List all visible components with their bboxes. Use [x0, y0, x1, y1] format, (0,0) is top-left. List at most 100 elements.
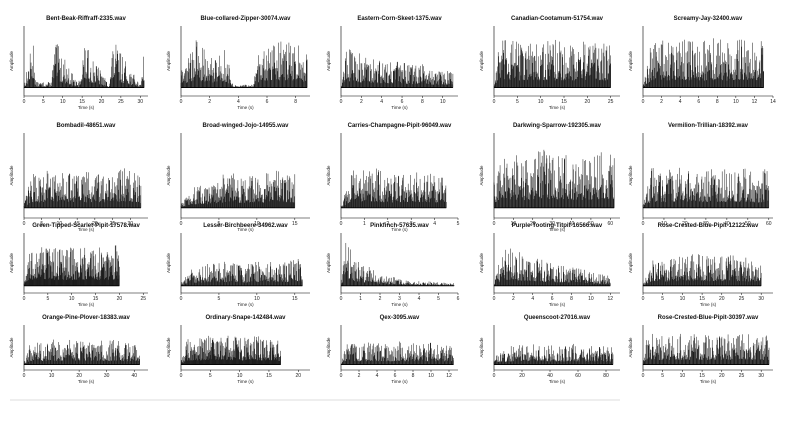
waveform-trace — [23, 168, 142, 208]
x-tick-label: 10 — [733, 99, 739, 105]
x-tick-label: 25 — [110, 221, 116, 227]
x-axis-label: Time (s) — [700, 302, 717, 307]
x-tick-label: 20 — [519, 373, 525, 379]
x-tick-label: 6 — [401, 99, 404, 105]
chart-title: Bombadil-48651.wav — [56, 123, 116, 129]
waveform-trace — [23, 44, 145, 88]
y-axis-label: Amplitude — [9, 337, 14, 358]
x-axis-label: Time (s) — [78, 227, 95, 232]
x-tick-label: 6 — [457, 296, 460, 302]
waveform-trace — [493, 149, 615, 208]
x-tick-label: 15 — [266, 373, 272, 379]
waveform-chart: Blue-collared-Zipper-30074.wav Amplitude 0… — [166, 16, 310, 110]
x-tick-label: 0 — [642, 99, 645, 105]
x-tick-label: 50 — [588, 221, 594, 227]
x-tick-label: 30 — [549, 221, 555, 227]
x-tick-label: 6 — [266, 99, 269, 105]
waveform-chart: Carries-Champagne-Pipit-96049.wav Amplitu… — [326, 123, 460, 232]
x-tick-label: 12 — [752, 99, 758, 105]
x-tick-label: 10 — [49, 373, 55, 379]
chart-title: Queenscoot-27016.wav — [524, 315, 591, 321]
x-tick-label: 12 — [608, 296, 614, 302]
x-tick-label: 8 — [412, 373, 415, 379]
x-tick-label: 10 — [254, 296, 260, 302]
x-tick-label: 10 — [60, 99, 66, 105]
waveform-trace — [180, 335, 281, 365]
waveform-trace — [493, 39, 611, 88]
chart-title: Purple-Tooting-Titpit-16566.wav — [512, 223, 603, 229]
chart-title: Carries-Champagne-Pipit-96049.wav — [348, 123, 452, 129]
x-tick-label: 5 — [218, 296, 221, 302]
chart-title: Bent-Beak-Riffraff-2335.wav — [46, 16, 126, 22]
x-tick-label: 30 — [137, 99, 143, 105]
x-tick-label: 30 — [703, 221, 709, 227]
chart-title: Eastern-Corn-Skeet-1375.wav — [357, 16, 442, 22]
x-tick-label: 15 — [79, 99, 85, 105]
x-axis-label: Time (s) — [549, 379, 566, 384]
waveform-trace — [340, 49, 454, 88]
x-axis-label: Time (s) — [549, 227, 566, 232]
x-tick-label: 4 — [433, 221, 436, 227]
y-axis-label: Amplitude — [628, 253, 633, 274]
x-tick-label: 25 — [739, 373, 745, 379]
x-tick-label: 8 — [716, 99, 719, 105]
x-tick-label: 20 — [92, 221, 98, 227]
y-axis-label: Amplitude — [628, 51, 633, 72]
x-axis-label: Time (s) — [237, 302, 254, 307]
chart-title: Rose-Crested-Blue-Pipit-12122.wav — [658, 223, 759, 229]
chart-title: Lesser-Birchbeere-34962.wav — [203, 223, 288, 229]
x-tick-label: 0 — [23, 373, 26, 379]
y-axis-label: Amplitude — [9, 165, 14, 186]
x-tick-label: 2 — [660, 99, 663, 105]
x-axis-label: Time (s) — [78, 302, 95, 307]
x-axis-label: Time (s) — [237, 227, 254, 232]
waveform-chart: Bombadil-48651.wav Amplitude 0 5 10 15 20 25 30 T… — [9, 123, 148, 232]
x-axis-label: Time (s) — [78, 379, 95, 384]
waveform-chart: Rose-Crested-Blue-Pipit-12122.wav Amplitu… — [628, 223, 773, 307]
x-tick-label: 40 — [724, 221, 730, 227]
x-tick-label: 0 — [23, 99, 26, 105]
x-tick-label: 0 — [642, 296, 645, 302]
x-tick-label: 2 — [386, 221, 389, 227]
x-tick-label: 15 — [93, 296, 99, 302]
x-tick-label: 3 — [410, 221, 413, 227]
x-tick-label: 2 — [208, 99, 211, 105]
y-axis-label: Amplitude — [326, 337, 331, 358]
waveform-chart: Eastern-Corn-Skeet-1375.wav Amplitude 0 2 4 6… — [326, 16, 458, 110]
x-tick-label: 8 — [421, 99, 424, 105]
x-tick-label: 30 — [104, 373, 110, 379]
x-tick-label: 0 — [340, 221, 343, 227]
waveform-trace — [340, 168, 447, 208]
x-tick-label: 30 — [758, 373, 764, 379]
x-tick-label: 5 — [46, 296, 49, 302]
waveform-chart: Orange-Pine-Plover-18383.wav Amplitude 0 10… — [9, 315, 148, 384]
x-tick-label: 10 — [588, 296, 594, 302]
x-tick-label: 60 — [608, 221, 614, 227]
x-tick-label: 2 — [358, 373, 361, 379]
x-tick-label: 15 — [292, 221, 298, 227]
x-tick-label: 5 — [40, 221, 43, 227]
y-axis-label: Amplitude — [479, 253, 484, 274]
x-tick-label: 2 — [512, 296, 515, 302]
x-tick-label: 4 — [418, 296, 421, 302]
x-axis-label: Time (s) — [549, 302, 566, 307]
y-axis-label: Amplitude — [479, 165, 484, 186]
chart-title: Pinkfinch-57635.wav — [370, 223, 429, 229]
x-tick-label: 0 — [493, 296, 496, 302]
chart-title: Broad-winged-Jojo-14955.wav — [202, 123, 289, 129]
waveform-chart: Green-Tipped-Scarlet-Pipit-17578.wav Ampl… — [9, 223, 148, 307]
x-axis-label: Time (s) — [549, 105, 566, 110]
x-tick-label: 10 — [680, 373, 686, 379]
x-tick-label: 5 — [218, 221, 221, 227]
x-tick-label: 3 — [398, 296, 401, 302]
x-tick-label: 5 — [661, 373, 664, 379]
waveform-chart: Bent-Beak-Riffraff-2335.wav Amplitude 0 5 10… — [9, 16, 148, 110]
x-tick-label: 10 — [511, 221, 517, 227]
x-tick-label: 15 — [292, 296, 298, 302]
x-tick-label: 0 — [493, 99, 496, 105]
x-tick-label: 6 — [551, 296, 554, 302]
x-tick-label: 0 — [180, 296, 183, 302]
x-tick-label: 2 — [379, 296, 382, 302]
waveform-trace — [493, 248, 611, 286]
waveform-chart: Broad-winged-Jojo-14955.wav Amplitude 0 5 10… — [166, 123, 310, 232]
